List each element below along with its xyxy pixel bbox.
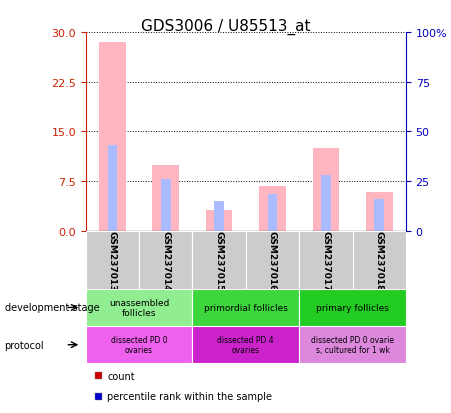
Text: unassembled
follicles: unassembled follicles [109,298,169,317]
Text: dissected PD 0
ovaries: dissected PD 0 ovaries [111,335,167,354]
Bar [353,231,406,289]
Bar [86,231,139,289]
Text: dissected PD 4
ovaries: dissected PD 4 ovaries [217,335,274,354]
Bar [95,393,102,400]
Text: GSM237018: GSM237018 [375,230,384,290]
Text: value, Detection Call = ABSENT: value, Detection Call = ABSENT [107,412,262,413]
Bar [299,326,406,363]
Bar [366,193,392,231]
Bar [206,210,232,231]
Text: GSM237016: GSM237016 [268,230,277,290]
Bar [214,202,224,231]
Text: GSM237017: GSM237017 [322,230,330,290]
Bar [95,373,102,379]
Text: GSM237014: GSM237014 [161,230,170,290]
Bar [108,145,117,231]
Bar [374,199,384,231]
Text: protocol: protocol [5,340,44,350]
Bar [86,289,193,326]
Bar [259,186,286,231]
Text: primordial follicles: primordial follicles [204,303,288,312]
Bar [193,326,299,363]
Bar [99,43,126,231]
Bar [321,175,331,231]
Bar [193,289,299,326]
Text: development stage: development stage [5,303,99,313]
Text: count: count [107,371,135,381]
Text: GDS3006 / U85513_at: GDS3006 / U85513_at [141,19,310,35]
Bar [139,231,193,289]
Bar [313,149,339,231]
Bar [193,231,246,289]
Text: percentile rank within the sample: percentile rank within the sample [107,392,272,401]
Bar [299,231,353,289]
Text: dissected PD 0 ovarie
s, cultured for 1 wk: dissected PD 0 ovarie s, cultured for 1 … [311,335,394,354]
Bar [299,289,406,326]
Bar [86,326,193,363]
Bar [246,231,299,289]
Text: GSM237013: GSM237013 [108,230,117,290]
Text: GSM237015: GSM237015 [215,230,224,290]
Bar [152,165,179,231]
Text: primary follicles: primary follicles [316,303,389,312]
Bar [268,195,277,231]
Bar [161,180,170,231]
